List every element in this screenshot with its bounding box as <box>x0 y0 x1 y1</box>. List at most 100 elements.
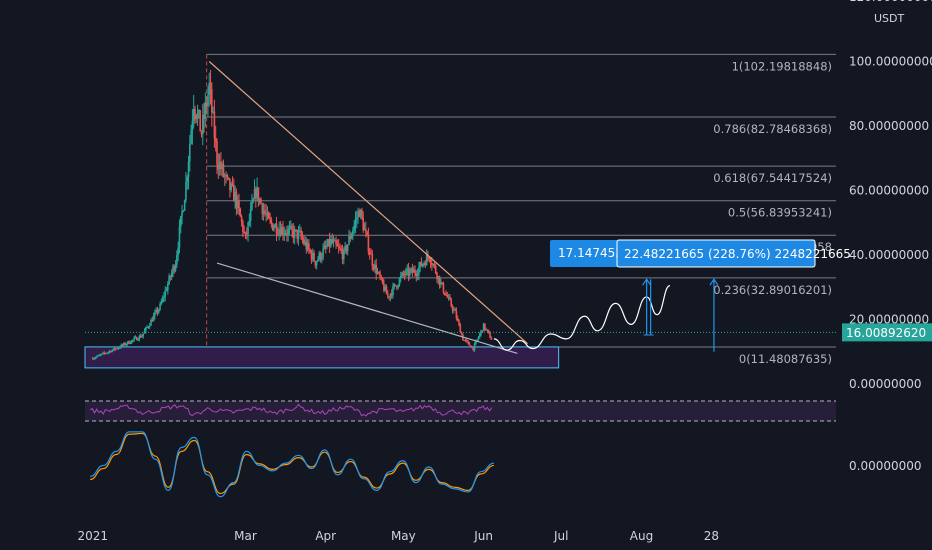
price-axis-ticks: 120.00000000 100.00000000 80.00000000 60.00… <box>849 0 932 391</box>
candle-body <box>425 254 428 266</box>
price-tick-label: 40.00000000 <box>849 248 929 262</box>
candle-body <box>455 310 458 319</box>
stoch-d-line <box>90 432 495 495</box>
time-tick-label: Apr <box>315 529 336 543</box>
candle-body <box>157 309 160 313</box>
stoch-rsi-pane[interactable]: 0.00000000 <box>90 431 922 498</box>
candle-body <box>234 191 236 202</box>
fib-label-0.786: 0.786(82.78468368) <box>713 122 832 136</box>
candle-body <box>161 297 164 302</box>
candle-body <box>331 239 333 243</box>
candle-body <box>321 256 323 260</box>
candle-body <box>98 354 101 356</box>
candle-body <box>181 211 183 217</box>
candle-body <box>376 272 379 274</box>
candle-body <box>256 187 258 198</box>
price-tick-label: 100.00000000 <box>849 55 932 69</box>
candle-body <box>113 348 116 350</box>
candle-body <box>213 111 216 139</box>
candle-body <box>277 233 279 235</box>
candle-body <box>192 109 195 121</box>
candle-body <box>374 264 376 269</box>
candle-body <box>396 285 398 288</box>
measure-tool[interactable]: 17.1474533 22.48221665 (228.76%) 2248221… <box>550 239 851 268</box>
candle-body <box>101 353 103 355</box>
candle-body <box>112 348 115 351</box>
candle-body <box>471 347 473 349</box>
candle-body <box>116 348 119 350</box>
candle-body <box>333 240 336 242</box>
candle-body <box>291 226 293 231</box>
price-tick-label: 60.00000000 <box>849 184 929 198</box>
candle-body <box>377 272 380 274</box>
candle-body <box>154 312 156 316</box>
candle-body <box>273 227 275 231</box>
time-axis[interactable]: 2021 Mar Apr May Jun Jul Aug 28 <box>77 529 719 543</box>
candle-body <box>139 335 142 338</box>
candle-body <box>279 229 282 236</box>
candle-body <box>271 223 274 231</box>
candle-body <box>115 348 117 350</box>
downtrend-line[interactable] <box>208 61 528 345</box>
candle-body <box>207 94 209 107</box>
candle-body <box>326 245 328 248</box>
candle-body <box>286 233 288 235</box>
candle-body <box>449 296 451 300</box>
candle-body <box>456 318 459 321</box>
candle-body <box>245 233 248 235</box>
candle-body <box>433 264 436 266</box>
candle-body <box>478 333 481 338</box>
candle-body <box>384 286 387 291</box>
candle-body <box>301 236 304 240</box>
candle-body <box>221 163 223 170</box>
candle-body <box>137 339 139 341</box>
candle-body <box>324 245 327 248</box>
candle-body <box>418 267 420 275</box>
candlestick-series[interactable] <box>91 69 493 361</box>
candle-body <box>293 229 296 238</box>
time-tick-label: 2021 <box>77 529 108 543</box>
lower-trend-line[interactable] <box>216 262 518 354</box>
rsi-pane[interactable] <box>85 400 836 422</box>
candle-body <box>477 337 480 340</box>
time-tick-label: 28 <box>704 529 719 543</box>
candle-body <box>253 188 256 200</box>
candle-body <box>355 217 358 220</box>
candle-body <box>485 329 487 331</box>
candle-body <box>482 323 485 332</box>
vertical-measure-arrows[interactable] <box>642 278 719 352</box>
measure-left-badge[interactable] <box>550 240 628 267</box>
candle-body <box>385 286 388 295</box>
candle-body <box>287 229 289 235</box>
current-price-badge <box>842 323 932 342</box>
candle-body <box>390 293 393 296</box>
price-axis[interactable]: USDT 120.00000000 100.00000000 80.00000000… <box>842 0 932 391</box>
candle-body <box>335 240 337 245</box>
candle-body <box>133 337 135 340</box>
candle-body <box>323 245 326 249</box>
candle-body <box>261 203 264 214</box>
candle-body <box>302 239 305 244</box>
rsi-line <box>89 403 493 417</box>
candle-body <box>389 293 392 298</box>
candle-body <box>156 309 159 313</box>
candle-body <box>240 216 243 222</box>
candle-body <box>438 276 441 285</box>
main-price-pane[interactable]: 1(102.19818848) 0.786(82.78468368) 0.618(6… <box>84 53 851 369</box>
candle-body <box>223 175 226 177</box>
candle-body <box>308 243 310 250</box>
candle-body <box>212 111 214 113</box>
measure-right-badge[interactable] <box>616 239 816 268</box>
support-zone-rectangle[interactable] <box>84 346 560 369</box>
candle-body <box>375 264 377 274</box>
candle-body <box>160 301 163 304</box>
candle-body <box>327 239 330 246</box>
candle-body <box>125 343 128 345</box>
candle-body <box>292 230 295 238</box>
candle-body <box>484 323 486 330</box>
candle-body <box>361 209 363 218</box>
candle-body <box>306 243 309 250</box>
candle-body <box>343 249 345 260</box>
candle-body <box>421 264 424 267</box>
